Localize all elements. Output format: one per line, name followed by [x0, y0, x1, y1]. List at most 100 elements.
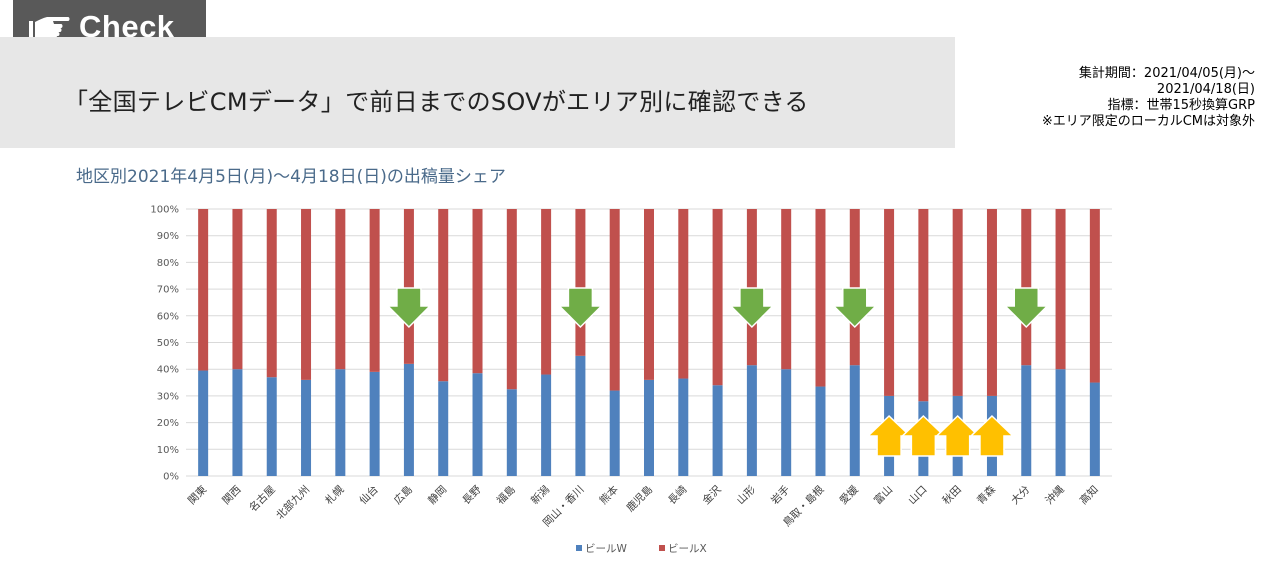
legend-swatch: [576, 545, 582, 551]
bar-series-x: [746, 209, 757, 366]
bar-series-w: [266, 377, 277, 476]
bar-series-x: [1055, 209, 1066, 370]
x-tick-label: 仙台: [357, 483, 381, 507]
bar-series-w: [506, 389, 517, 476]
legend-label: ビールW: [585, 543, 627, 555]
y-tick-label: 60%: [157, 311, 179, 322]
bar-series-x: [369, 209, 380, 372]
x-tick-label: 関西: [220, 484, 243, 507]
bar-series-w: [301, 379, 312, 476]
bar-series-x: [609, 209, 620, 391]
y-tick-label: 70%: [157, 285, 179, 296]
x-tick-label: 熊本: [597, 483, 621, 507]
x-tick-label: 秋田: [940, 483, 964, 507]
bar-series-w: [1089, 382, 1100, 476]
down-arrow-icon: [729, 287, 775, 329]
bar-series-w: [198, 370, 209, 476]
x-tick-label: 札幌: [322, 483, 346, 507]
x-tick-label: 鹿児島: [624, 483, 655, 514]
bar-series-x: [575, 209, 586, 356]
bar-series-x: [541, 209, 552, 375]
x-tick-label: 広島: [391, 483, 415, 507]
bar-series-w: [232, 369, 243, 476]
bar-series-x: [952, 209, 963, 396]
bar-series-x: [1021, 209, 1032, 366]
pointing-hand-icon: [29, 17, 70, 40]
bar-series-w: [712, 385, 723, 476]
legend-swatch: [659, 545, 665, 551]
bar-series-w: [644, 379, 654, 476]
bar-series-x: [335, 209, 346, 370]
y-tick-label: 30%: [157, 391, 179, 402]
x-tick-label: 青森: [974, 483, 998, 507]
y-tick-label: 100%: [150, 205, 179, 216]
down-arrow-icon: [1003, 287, 1050, 329]
x-tick-label: 愛媛: [837, 483, 861, 507]
bar-series-x: [678, 209, 689, 379]
bar-series-x: [506, 209, 517, 390]
bar-series-w: [438, 381, 449, 476]
y-tick-label: 20%: [157, 418, 179, 429]
y-tick-label: 0%: [163, 472, 179, 483]
bar-series-x: [472, 209, 483, 374]
bar-series-x: [849, 209, 860, 366]
up-arrow-icon: [969, 414, 1015, 457]
y-tick-label: 80%: [157, 258, 179, 269]
x-tick-label: 北部九州: [273, 483, 312, 522]
x-tick-label: 静岡: [425, 483, 449, 507]
x-tick-label: 長野: [460, 483, 484, 507]
bar-series-w: [678, 378, 689, 476]
bar-series-x: [301, 209, 312, 380]
meta-period-end: 2021/04/18(日): [1156, 82, 1255, 97]
meta-info: 集計期間：2021/04/05(月)～ 2021/04/18(日) 指標：世帯1…: [1042, 66, 1255, 130]
bar-series-x: [403, 209, 414, 364]
down-arrow-icon: [831, 287, 878, 329]
y-tick-label: 40%: [157, 365, 179, 376]
bar-series-x: [815, 209, 826, 387]
bar-series-x: [644, 209, 654, 380]
bar-series-w: [369, 371, 380, 476]
y-tick-label: 10%: [157, 445, 179, 456]
x-tick-label: 山口: [906, 484, 929, 507]
bar-series-w: [609, 390, 620, 476]
x-tick-label: 沖縄: [1043, 483, 1067, 507]
x-tick-label: 長崎: [665, 483, 689, 507]
bar-series-w: [335, 369, 346, 476]
x-tick-label: 関東: [185, 483, 209, 507]
bar-series-w: [472, 373, 483, 476]
bar-series-x: [438, 209, 449, 382]
bar-series-w: [781, 369, 792, 476]
x-tick-label: 岩手: [768, 483, 792, 507]
bar-series-w: [815, 386, 826, 476]
bar-series-w: [541, 374, 552, 476]
headline-band: [0, 37, 955, 148]
bar-series-w: [575, 355, 586, 476]
bar-series-x: [918, 209, 929, 402]
x-tick-label: 名古屋: [246, 483, 277, 514]
x-tick-label: 大分: [1008, 483, 1032, 507]
bar-series-x: [781, 209, 792, 370]
legend-label: ビールX: [668, 543, 707, 555]
y-tick-label: 50%: [157, 338, 179, 349]
x-tick-label: 新潟: [528, 483, 552, 507]
bar-series-x: [198, 209, 209, 371]
meta-period-start: 集計期間：2021/04/05(月)～: [1078, 66, 1255, 81]
x-tick-label: 富山: [871, 483, 895, 507]
bar-series-w: [849, 365, 860, 476]
page-headline: 「全国テレビCMデータ」で前日までのSOVがエリア別に確認できる: [64, 88, 809, 116]
bar-series-w: [746, 365, 757, 476]
down-arrow-icon: [557, 287, 604, 329]
meta-note: ※エリア限定のローカルCMは対象外: [1041, 114, 1255, 129]
x-tick-label: 金沢: [700, 483, 724, 507]
y-tick-label: 90%: [157, 231, 179, 242]
bar-series-x: [884, 209, 895, 396]
bar-series-x: [712, 209, 723, 386]
x-tick-label: 福島: [494, 483, 518, 507]
bar-series-w: [403, 363, 414, 476]
bar-series-w: [1055, 369, 1066, 476]
bar-series-x: [1089, 209, 1100, 383]
down-arrow-icon: [386, 287, 432, 329]
x-tick-label: 山形: [735, 483, 759, 507]
bar-series-w: [1021, 365, 1032, 476]
